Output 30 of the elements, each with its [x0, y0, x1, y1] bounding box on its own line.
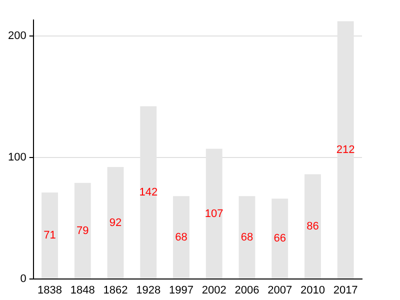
- bar: [42, 192, 58, 278]
- bar: [238, 196, 256, 278]
- y-tick-label: 100: [8, 151, 26, 164]
- data-label: 66: [274, 232, 286, 245]
- x-tick-label: 1862: [103, 284, 128, 296]
- data-label: 68: [240, 232, 254, 244]
- x-tick-label: 2006: [234, 284, 260, 296]
- data-label: 71: [44, 230, 56, 242]
- bar: [74, 182, 91, 278]
- y-tick-label: 0: [20, 272, 26, 285]
- data-label: 68: [175, 232, 188, 244]
- x-tick-label: 2007: [268, 284, 292, 296]
- x-tick-label: 2017: [333, 284, 358, 296]
- bar: [272, 198, 288, 278]
- x-tick-label: 1848: [70, 284, 95, 296]
- data-label: 86: [306, 220, 319, 233]
- x-tick-label: 2010: [300, 284, 325, 296]
- data-label: 142: [139, 186, 158, 199]
- data-label: 92: [109, 216, 122, 229]
- data-label: 79: [76, 224, 89, 237]
- x-tick-label: 2002: [202, 284, 226, 296]
- x-tick-label: 1997: [169, 284, 194, 296]
- x-tick-label: 1838: [38, 284, 62, 296]
- data-label: 212: [336, 144, 355, 156]
- x-tick-label: 1928: [136, 284, 161, 296]
- bar: [304, 174, 321, 278]
- bar: [173, 196, 190, 278]
- data-label: 107: [204, 208, 224, 220]
- bar: [107, 167, 124, 278]
- y-tick-label: 200: [8, 30, 26, 42]
